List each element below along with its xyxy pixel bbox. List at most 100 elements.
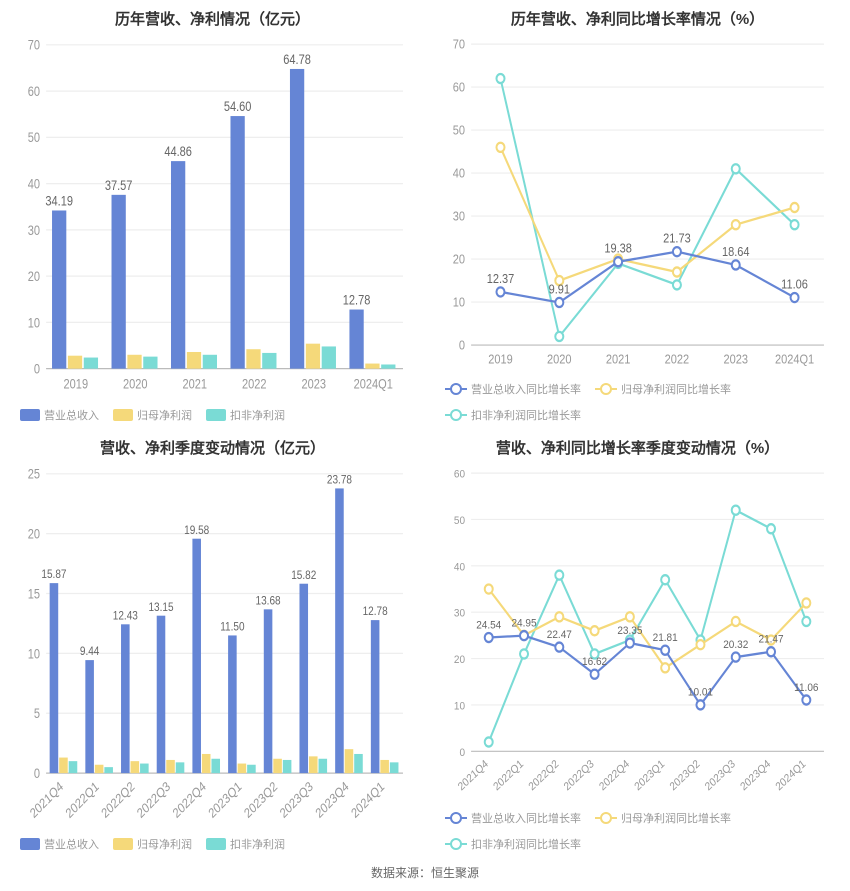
svg-text:20: 20 xyxy=(454,654,465,667)
svg-text:2020: 2020 xyxy=(547,352,572,367)
svg-text:40: 40 xyxy=(453,166,466,181)
svg-text:11.06: 11.06 xyxy=(781,277,808,292)
svg-text:54.60: 54.60 xyxy=(224,99,252,114)
svg-text:2024Q1: 2024Q1 xyxy=(774,758,809,794)
chart3-legend: 营业总收入 归母净利润 扣非净利润 xyxy=(12,832,413,854)
legend-swatch xyxy=(445,843,467,845)
svg-text:18.64: 18.64 xyxy=(722,244,750,259)
svg-text:2022Q2: 2022Q2 xyxy=(527,758,562,794)
svg-text:10: 10 xyxy=(454,700,465,713)
panel-annual-revenue: 历年营收、净利情况（亿元） 010203040506070201934.1920… xyxy=(0,0,425,429)
svg-text:20: 20 xyxy=(28,527,40,542)
chart3-title: 营收、净利季度变动情况（亿元） xyxy=(12,437,413,458)
legend-label: 归母净利润同比增长率 xyxy=(621,810,731,826)
chart1-area: 010203040506070201934.19202037.57202144.… xyxy=(12,35,413,403)
legend-item: 归母净利润 xyxy=(113,836,192,852)
svg-text:2023Q4: 2023Q4 xyxy=(738,758,773,794)
svg-text:15.87: 15.87 xyxy=(41,568,66,581)
svg-text:37.57: 37.57 xyxy=(105,178,133,193)
svg-text:10.01: 10.01 xyxy=(688,686,713,699)
svg-text:70: 70 xyxy=(28,38,40,53)
svg-text:10: 10 xyxy=(28,646,40,661)
svg-text:30: 30 xyxy=(454,607,465,620)
svg-text:0: 0 xyxy=(34,766,40,781)
chart4-title: 营收、净利同比增长率季度变动情况（%） xyxy=(437,437,838,458)
svg-text:2022Q2: 2022Q2 xyxy=(99,779,137,822)
svg-text:12.78: 12.78 xyxy=(363,605,388,618)
svg-text:15.82: 15.82 xyxy=(291,569,316,582)
legend-swatch xyxy=(445,414,467,416)
chart4-area: 01020304050602021Q42022Q12022Q22022Q3202… xyxy=(437,464,838,806)
legend-label: 归母净利润 xyxy=(137,836,192,852)
svg-text:2022Q3: 2022Q3 xyxy=(562,758,597,794)
svg-text:24.95: 24.95 xyxy=(511,617,536,630)
svg-text:2022Q1: 2022Q1 xyxy=(491,758,526,794)
legend-label: 扣非净利润 xyxy=(230,407,285,423)
svg-text:0: 0 xyxy=(459,746,465,759)
panel-annual-growth: 历年营收、净利同比增长率情况（%） 0102030405060702019202… xyxy=(425,0,850,429)
legend-item: 营业总收入同比增长率 xyxy=(445,381,581,397)
svg-text:50: 50 xyxy=(453,123,466,138)
svg-text:0: 0 xyxy=(459,338,466,353)
svg-text:12.37: 12.37 xyxy=(487,271,515,286)
svg-text:13.15: 13.15 xyxy=(148,601,173,614)
svg-text:2019: 2019 xyxy=(64,376,89,391)
svg-text:60: 60 xyxy=(453,80,466,95)
svg-text:2022Q3: 2022Q3 xyxy=(135,779,173,822)
svg-text:2022Q1: 2022Q1 xyxy=(63,779,101,822)
svg-text:2023Q3: 2023Q3 xyxy=(277,779,315,822)
svg-text:2021: 2021 xyxy=(606,352,631,367)
legend-label: 扣非净利润同比增长率 xyxy=(471,407,581,423)
legend-label: 归母净利润同比增长率 xyxy=(621,381,731,397)
svg-text:2021Q4: 2021Q4 xyxy=(28,779,66,822)
legend-label: 营业总收入 xyxy=(44,407,99,423)
data-source: 数据来源：恒生聚源 xyxy=(0,858,850,891)
svg-text:2023: 2023 xyxy=(723,352,748,367)
legend-swatch xyxy=(445,817,467,819)
legend-swatch xyxy=(20,838,40,850)
legend-label: 营业总收入 xyxy=(44,836,99,852)
svg-text:60: 60 xyxy=(28,84,40,99)
svg-text:9.44: 9.44 xyxy=(80,645,99,658)
svg-text:11.50: 11.50 xyxy=(220,621,244,634)
legend-item: 归母净利润同比增长率 xyxy=(595,381,731,397)
svg-text:12.43: 12.43 xyxy=(113,610,138,623)
legend-item: 扣非净利润同比增长率 xyxy=(445,407,581,423)
svg-text:2023Q1: 2023Q1 xyxy=(632,758,667,794)
svg-text:2022: 2022 xyxy=(242,376,267,391)
svg-text:40: 40 xyxy=(454,561,465,574)
svg-text:19.58: 19.58 xyxy=(184,524,209,537)
legend-label: 归母净利润 xyxy=(137,407,192,423)
chart3-area: 05101520252021Q415.872022Q19.442022Q212.… xyxy=(12,464,413,832)
svg-text:2023Q2: 2023Q2 xyxy=(668,758,703,794)
svg-text:2022: 2022 xyxy=(665,352,690,367)
svg-text:21.73: 21.73 xyxy=(663,231,691,246)
svg-text:2023: 2023 xyxy=(301,376,326,391)
legend-item: 营业总收入 xyxy=(20,836,99,852)
svg-text:2019: 2019 xyxy=(488,352,513,367)
legend-item: 归母净利润 xyxy=(113,407,192,423)
legend-item: 营业总收入 xyxy=(20,407,99,423)
legend-label: 营业总收入同比增长率 xyxy=(471,381,581,397)
svg-text:5: 5 xyxy=(34,706,40,721)
svg-text:19.38: 19.38 xyxy=(604,241,632,256)
svg-text:21.81: 21.81 xyxy=(653,631,678,644)
svg-text:2020: 2020 xyxy=(123,376,148,391)
legend-item: 扣非净利润同比增长率 xyxy=(445,836,581,852)
svg-text:50: 50 xyxy=(28,130,40,145)
legend-swatch xyxy=(206,838,226,850)
chart2-area: 010203040506070201920202021202220232024Q… xyxy=(437,35,838,377)
svg-text:30: 30 xyxy=(453,209,466,224)
svg-text:64.78: 64.78 xyxy=(283,52,311,67)
legend-swatch xyxy=(113,838,133,850)
legend-swatch xyxy=(445,388,467,390)
legend-swatch xyxy=(595,388,617,390)
svg-text:2022Q4: 2022Q4 xyxy=(597,758,632,794)
svg-text:2023Q1: 2023Q1 xyxy=(206,779,244,822)
svg-text:20: 20 xyxy=(28,269,40,284)
chart1-legend: 营业总收入 归母净利润 扣非净利润 xyxy=(12,403,413,425)
legend-label: 扣非净利润 xyxy=(230,836,285,852)
legend-label: 扣非净利润同比增长率 xyxy=(471,836,581,852)
legend-swatch xyxy=(206,409,226,421)
legend-item: 归母净利润同比增长率 xyxy=(595,810,731,826)
